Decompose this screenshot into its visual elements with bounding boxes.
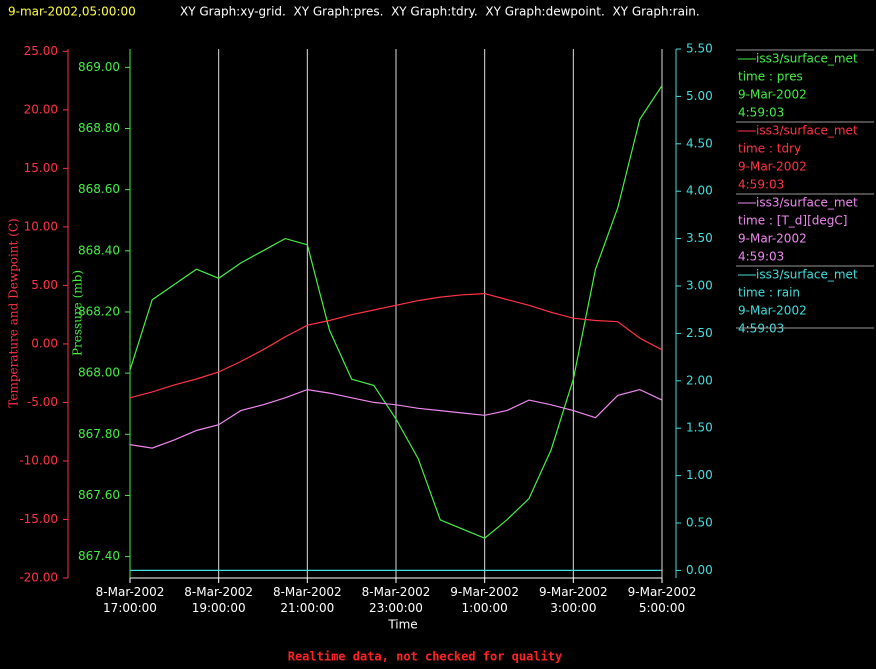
series-line bbox=[129, 388, 663, 449]
y3-tick-label: 5.50 bbox=[686, 42, 713, 56]
y2-tick-label: 867.40 bbox=[78, 549, 120, 563]
x-tick-label: 9-Mar-2002 1:00:00 bbox=[450, 585, 519, 615]
x-tick-label: 8-Mar-2002 17:00:00 bbox=[96, 585, 165, 615]
header-text: XY Graph:xy-grid. XY Graph:pres. XY Grap… bbox=[180, 5, 700, 19]
header-time: 9-mar-2002,05:00:00 bbox=[8, 5, 136, 19]
y2-tick-label: 868.40 bbox=[78, 243, 120, 257]
y3-tick-label: 4.50 bbox=[686, 136, 713, 150]
y2-tick-label: 868.00 bbox=[78, 366, 120, 380]
x-tick-label-line: 1:00:00 bbox=[462, 601, 508, 615]
legend-line: time : pres bbox=[738, 70, 803, 84]
legend-line: 9-Mar-2002 bbox=[738, 304, 807, 318]
x-tick-label-line: 5:00:00 bbox=[639, 601, 685, 615]
x-tick-label-line: 8-Mar-2002 bbox=[96, 585, 165, 599]
footnote: Realtime data, not checked for quality bbox=[288, 650, 563, 664]
x-tick-label: 8-Mar-2002 21:00:00 bbox=[273, 585, 342, 615]
y-axis-label: Temperature and Dewpoint (C) bbox=[7, 218, 21, 407]
legend-line: time : tdry bbox=[738, 142, 801, 156]
x-tick-label-line: 9-Mar-2002 bbox=[450, 585, 519, 599]
y-tick-label: 0.00 bbox=[31, 336, 58, 350]
x-tick-label: 9-Mar-2002 3:00:00 bbox=[539, 585, 608, 615]
y-tick-label: -20.00 bbox=[19, 571, 58, 585]
y2-axis-label: Pressure (mb) bbox=[71, 270, 85, 356]
y2-tick-label: 867.80 bbox=[78, 427, 120, 441]
y-tick-label: -5.00 bbox=[27, 395, 58, 409]
y2-tick-label: 869.00 bbox=[78, 60, 120, 74]
y2-tick-label: 867.60 bbox=[78, 488, 120, 502]
x-tick-label-line: 19:00:00 bbox=[192, 601, 246, 615]
legend-line: 9-Mar-2002 bbox=[738, 88, 807, 102]
legend-line: 4:59:03 bbox=[738, 250, 784, 264]
y3-tick-label: 1.50 bbox=[686, 421, 713, 435]
y-tick-label: 20.00 bbox=[24, 102, 58, 116]
y-tick-label: -10.00 bbox=[19, 453, 58, 467]
y3-tick-label: 2.50 bbox=[686, 326, 713, 340]
y3-tick-label: 0.50 bbox=[686, 516, 713, 530]
y-tick-label: -15.00 bbox=[19, 512, 58, 526]
y-tick-label: 5.00 bbox=[31, 278, 58, 292]
x-tick-label-line: 9-Mar-2002 bbox=[539, 585, 608, 599]
legend-name: iss3/surface_met bbox=[756, 268, 858, 282]
x-tick-label-line: 8-Mar-2002 bbox=[362, 585, 431, 599]
y2-tick-label: 868.80 bbox=[78, 121, 120, 135]
x-tick-label-line: 9-Mar-2002 bbox=[628, 585, 697, 599]
y3-tick-label: 3.00 bbox=[686, 279, 713, 293]
x-tick-label-line: 17:00:00 bbox=[103, 601, 157, 615]
y3-tick-label: 5.00 bbox=[686, 89, 713, 103]
legend-name: iss3/surface_met bbox=[756, 52, 858, 66]
legend-line: 4:59:03 bbox=[738, 178, 784, 192]
legend-line: 9-Mar-2002 bbox=[738, 160, 807, 174]
y3-tick-label: 2.00 bbox=[686, 373, 713, 387]
x-tick-label: 9-Mar-2002 5:00:00 bbox=[628, 585, 697, 615]
y3-tick-label: 3.50 bbox=[686, 231, 713, 245]
y3-tick-label: 0.00 bbox=[686, 563, 713, 577]
y3-tick-label: 4.00 bbox=[686, 184, 713, 198]
y-tick-label: 15.00 bbox=[24, 161, 58, 175]
y-tick-label: 25.00 bbox=[24, 44, 58, 58]
legend-line: 4:59:03 bbox=[738, 106, 784, 120]
y3-tick-label: 1.00 bbox=[686, 468, 713, 482]
x-tick-label: 8-Mar-2002 23:00:00 bbox=[362, 585, 431, 615]
x-tick-label-line: 21:00:00 bbox=[280, 601, 334, 615]
x-tick-label-line: 23:00:00 bbox=[369, 601, 423, 615]
x-axis-label: Time bbox=[387, 618, 417, 632]
x-tick-label: 8-Mar-2002 19:00:00 bbox=[184, 585, 253, 615]
series-line bbox=[129, 292, 663, 399]
x-tick-label-line: 8-Mar-2002 bbox=[273, 585, 342, 599]
legend-name: iss3/surface_met bbox=[756, 124, 858, 138]
x-tick-label-line: 3:00:00 bbox=[550, 601, 596, 615]
legend-line: time : rain bbox=[738, 286, 800, 300]
legend-line: time : [T_d][degC] bbox=[738, 214, 847, 228]
x-tick-label-line: 8-Mar-2002 bbox=[184, 585, 253, 599]
legend-line: 9-Mar-2002 bbox=[738, 232, 807, 246]
y2-tick-label: 868.60 bbox=[78, 182, 120, 196]
y-tick-label: 10.00 bbox=[24, 219, 58, 233]
legend-name: iss3/surface_met bbox=[756, 196, 858, 210]
series-line bbox=[129, 85, 663, 539]
y2-tick-label: 868.20 bbox=[78, 304, 120, 318]
